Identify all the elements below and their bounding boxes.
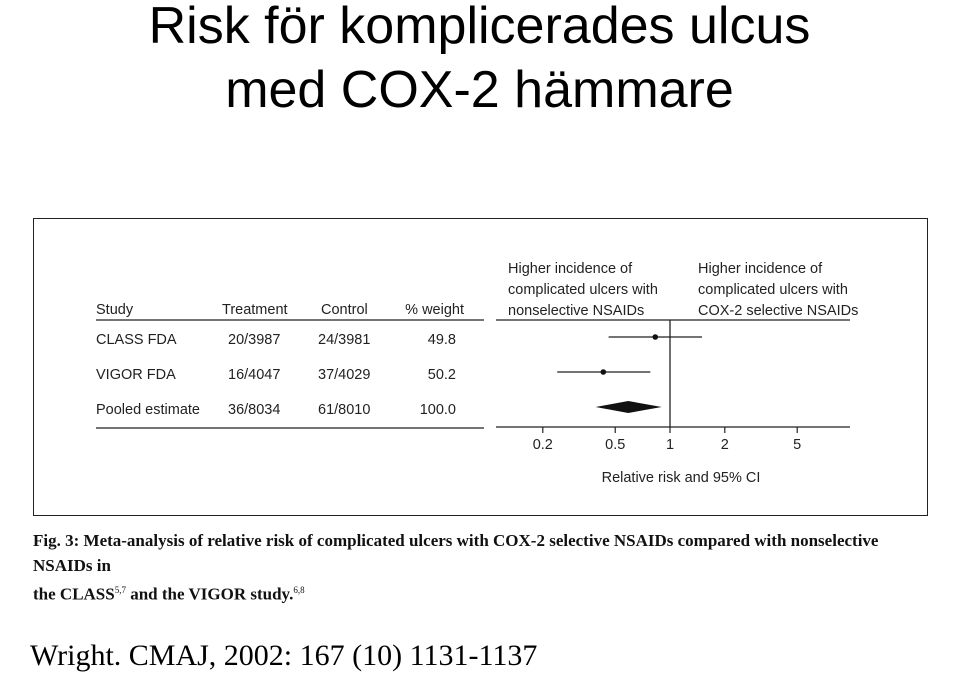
row-3-weight: 100.0 — [420, 402, 456, 418]
row-3-study: Pooled estimate — [96, 402, 200, 418]
row-2-weight: 50.2 — [428, 367, 456, 383]
favours-left-line-1: Higher incidence of — [508, 261, 633, 277]
header-study: Study — [96, 302, 134, 318]
plot-marks — [557, 334, 703, 413]
x-tick-label: 2 — [721, 437, 729, 453]
row-1-study: CLASS FDA — [96, 332, 177, 348]
caption-ref-2: 6,8 — [293, 585, 305, 595]
row-2-control: 37/4029 — [318, 367, 370, 383]
favours-left-line-3: nonselective NSAIDs — [508, 303, 644, 319]
pooled-diamond — [595, 401, 662, 413]
caption-text-a: the CLASS — [33, 584, 115, 604]
row-2-treatment: 16/4047 — [228, 367, 280, 383]
citation: Wright. CMAJ, 2002: 167 (10) 1131-1137 — [30, 639, 538, 672]
caption-line-2: the CLASS5,7 and the VIGOR study.6,8 — [33, 578, 933, 607]
row-3-treatment: 36/8034 — [228, 402, 280, 418]
x-tick-label: 1 — [666, 437, 674, 453]
row-3-control: 61/8010 — [318, 402, 370, 418]
header-weight: % weight — [405, 302, 464, 318]
figure-caption: Fig. 3: Meta-analysis of relative risk o… — [33, 528, 933, 607]
x-tick-label: 0.2 — [533, 437, 553, 453]
row-2-study: VIGOR FDA — [96, 367, 176, 383]
plot-axis: 0.2 0.5 1 2 5 — [496, 320, 850, 453]
slide-title: Risk för komplicerades ulcus med COX-2 h… — [0, 0, 959, 122]
x-tick-label: 5 — [793, 437, 801, 453]
favours-right-line-2: complicated ulcers with — [698, 282, 848, 298]
favours-left-line-2: complicated ulcers with — [508, 282, 658, 298]
row-1-control: 24/3981 — [318, 332, 370, 348]
favours-right-line-3: COX-2 selective NSAIDs — [698, 303, 858, 319]
row-1-weight: 49.8 — [428, 332, 456, 348]
point-estimate — [600, 369, 607, 375]
x-axis-label: Relative risk and 95% CI — [602, 470, 761, 486]
header-control: Control — [321, 302, 368, 318]
caption-line-1: Fig. 3: Meta-analysis of relative risk o… — [33, 531, 879, 575]
row-1-treatment: 20/3987 — [228, 332, 280, 348]
x-tick-label: 0.5 — [605, 437, 625, 453]
figure-frame — [33, 218, 928, 516]
caption-text-b: and the VIGOR study. — [125, 584, 294, 604]
favours-right-line-1: Higher incidence of — [698, 261, 823, 277]
caption-ref-1: 5,7 — [114, 585, 126, 595]
header-treatment: Treatment — [222, 302, 288, 318]
slide-title-line-2: med COX-2 hämmare — [225, 61, 734, 119]
point-estimate — [652, 334, 659, 340]
slide-title-line-1: Risk för komplicerades ulcus — [148, 0, 811, 55]
